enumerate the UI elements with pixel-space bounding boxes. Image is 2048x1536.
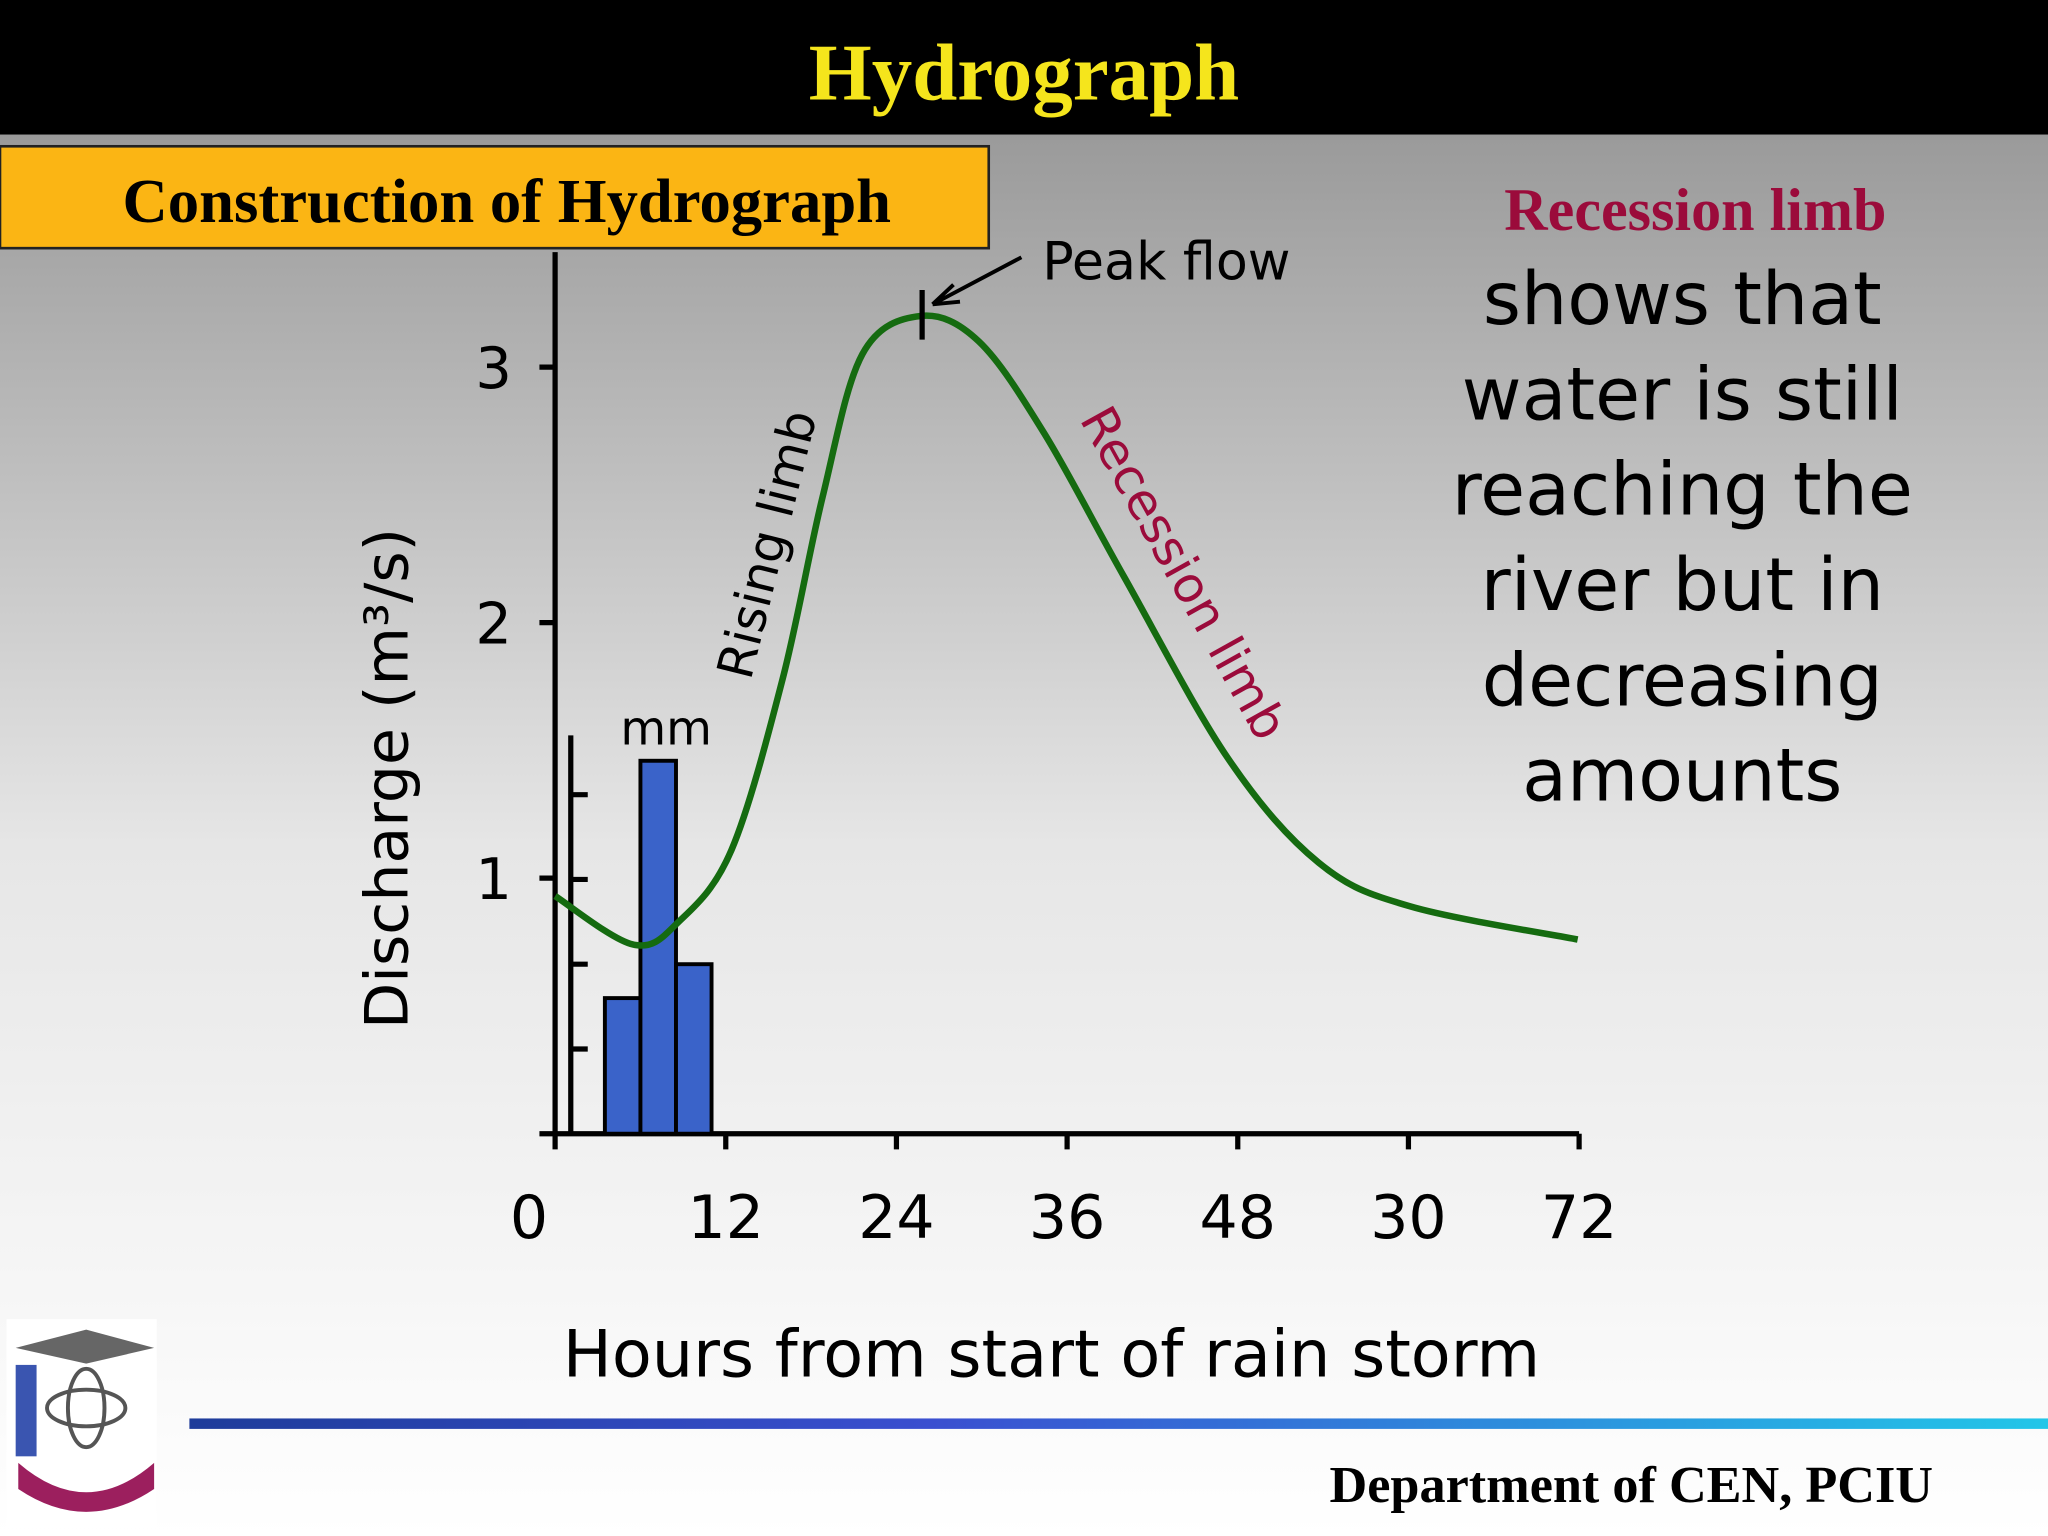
rain-bar [674,962,714,1136]
x-tick-label: 36 [1029,1183,1105,1253]
slide-title: Hydrograph [809,27,1239,117]
logo [6,1319,157,1529]
note-line: decreasing [1482,638,1883,723]
title-bar [0,0,2048,135]
x-tick-label: 0 [510,1183,548,1253]
footer-rule [189,1418,2048,1429]
note-heading: Recession limb [1504,176,1886,243]
y-tick-label: 2 [475,591,512,658]
rain-bar [602,996,643,1136]
section-title: Construction of Hydrograph [122,166,891,236]
x-tick-label: 12 [688,1183,764,1253]
peak-arrow [931,255,1023,307]
note-line: shows that [1483,257,1882,342]
note-line: reaching the [1452,448,1913,533]
y-axis-label: Discharge (m³/s) [353,528,423,1029]
hydrograph-line [553,312,1579,949]
x-tick-label: 72 [1541,1183,1617,1253]
section-box [0,144,991,250]
note-body: shows that water is still reaching the rive… [1452,257,1913,819]
x-tick-label: 30 [1370,1183,1446,1253]
y-tick-label: 1 [475,846,512,913]
footer: Department of CEN, PCIU [1330,1456,1934,1514]
rain-label: mm [620,701,712,756]
note-line: water is still [1462,352,1903,437]
note-line: river but in [1481,543,1884,628]
x-tick-label: 24 [858,1183,934,1253]
note-line: amounts [1522,734,1842,819]
x-axis-label: Hours from start of rain storm [563,1317,1540,1393]
rain-bar [638,758,678,1136]
x-tick-label: 48 [1200,1183,1276,1253]
y-tick-label: 3 [475,335,512,402]
peak-label: Peak flow [1042,233,1290,293]
